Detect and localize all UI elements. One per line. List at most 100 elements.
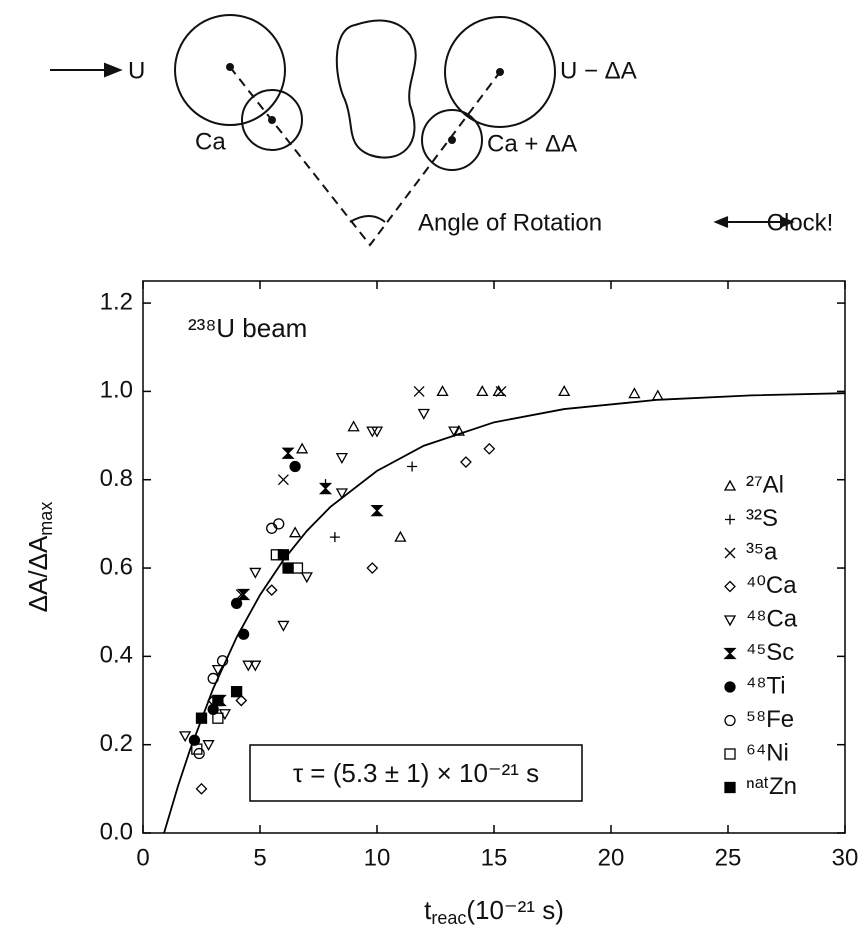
annotation: τ = (5.3 ± 1) × 10⁻²¹ s	[293, 758, 539, 788]
x-label-unit: (10⁻²¹ s)	[466, 895, 564, 925]
legend-marker	[724, 781, 736, 794]
marker	[237, 628, 250, 640]
marker	[277, 549, 290, 561]
marker	[281, 447, 295, 459]
y-label-sub: max	[36, 502, 56, 536]
y-label-base: ΔA/ΔA	[23, 535, 53, 612]
x-tick-label: 0	[136, 844, 149, 871]
marker	[288, 526, 302, 538]
label: Ca	[195, 128, 226, 155]
marker	[249, 567, 262, 579]
x-tick-label: 25	[715, 844, 742, 871]
diagram: U Ca U − ΔA Ca + ΔA Angle of Rotation Cl…	[50, 14, 834, 247]
marker	[335, 488, 349, 500]
label: U	[128, 57, 145, 84]
legend-marker	[723, 479, 737, 491]
x-tick-label: 5	[253, 844, 266, 871]
dot	[496, 68, 504, 76]
marker	[483, 442, 496, 455]
legend-marker	[725, 514, 735, 525]
marker	[230, 597, 243, 610]
marker	[249, 660, 262, 672]
marker	[366, 562, 379, 574]
arrow-heads	[713, 216, 795, 228]
marker	[460, 456, 472, 468]
marker	[476, 385, 489, 397]
y-tick-label: 0.0	[100, 818, 133, 845]
marker	[370, 426, 384, 438]
y-tick-label: 1.0	[100, 377, 133, 404]
legend-label: ³²S	[746, 505, 778, 532]
axis-lines	[229, 66, 501, 247]
marker	[212, 712, 224, 724]
label: Ca + ΔA	[487, 130, 577, 157]
marker	[212, 694, 224, 707]
legend-label: ⁶⁴Ni	[746, 739, 789, 766]
legend-marker	[723, 615, 737, 627]
legend-marker	[723, 647, 737, 660]
marker	[179, 731, 192, 743]
x-tick-label: 15	[481, 844, 508, 871]
label: Angle of Rotation	[418, 209, 602, 236]
marker	[651, 389, 664, 401]
x-tick-label: 10	[364, 844, 391, 871]
plot-frame	[142, 280, 846, 834]
angle-arc	[349, 215, 386, 223]
marker	[195, 712, 208, 724]
legend-marker	[724, 714, 736, 727]
label: U − ΔA	[560, 57, 637, 84]
marker	[207, 672, 219, 685]
marker	[329, 532, 340, 543]
x-tick-label: 20	[598, 844, 625, 871]
marker	[394, 530, 407, 542]
legend-label: ⁴⁵Sc	[746, 639, 794, 666]
y-tick-label: 0.8	[100, 465, 133, 492]
marker	[202, 740, 215, 752]
marker	[291, 562, 304, 574]
marker	[266, 522, 278, 534]
legend-marker	[724, 547, 736, 559]
ca-out-nucleus	[421, 109, 483, 171]
marker	[448, 426, 461, 438]
marker	[211, 664, 224, 676]
dot	[448, 136, 456, 144]
legend-label: ⁴⁰Ca	[746, 572, 797, 599]
marker	[235, 694, 248, 707]
marker	[413, 385, 425, 397]
x-label-sub: reac	[431, 908, 466, 928]
ca-nucleus	[241, 89, 303, 151]
legend-label: ⁵⁸Fe	[746, 706, 794, 733]
dot	[226, 63, 234, 71]
marker	[265, 584, 278, 597]
x-label-base: t	[424, 895, 432, 925]
marker	[296, 442, 309, 454]
plot-title: ²³⁸U beam	[188, 313, 307, 343]
marker	[195, 782, 208, 795]
y-axis-label: ΔA/ΔAmax	[23, 502, 56, 613]
marker	[289, 460, 301, 473]
marker	[191, 743, 203, 755]
legend-marker	[724, 580, 736, 593]
marker	[188, 734, 201, 746]
u-out-nucleus	[444, 16, 556, 128]
marker	[335, 452, 349, 464]
marker	[407, 461, 418, 472]
marker	[452, 424, 466, 436]
annotation-box	[249, 744, 583, 802]
legend-label: ²⁷Al	[746, 471, 784, 498]
y-tick-label: 0.4	[100, 642, 133, 669]
marker	[230, 686, 243, 698]
marker	[277, 620, 290, 632]
x-axis-label: treac(10⁻²¹ s)	[424, 895, 564, 928]
marker	[277, 474, 289, 486]
arrow-head	[104, 62, 123, 78]
label: Clock!	[767, 209, 834, 236]
marker	[347, 420, 360, 432]
marker	[417, 408, 430, 420]
legend-marker	[724, 748, 736, 760]
y-tick-label: 1.2	[100, 288, 133, 315]
marker	[300, 572, 313, 584]
marker	[558, 385, 571, 397]
marker	[242, 660, 255, 672]
plot: 0 5 10 15 20 25 30 0.0 0.2 0.4 0.6 0.8 1.0 1.2 treac(1…	[23, 280, 858, 928]
